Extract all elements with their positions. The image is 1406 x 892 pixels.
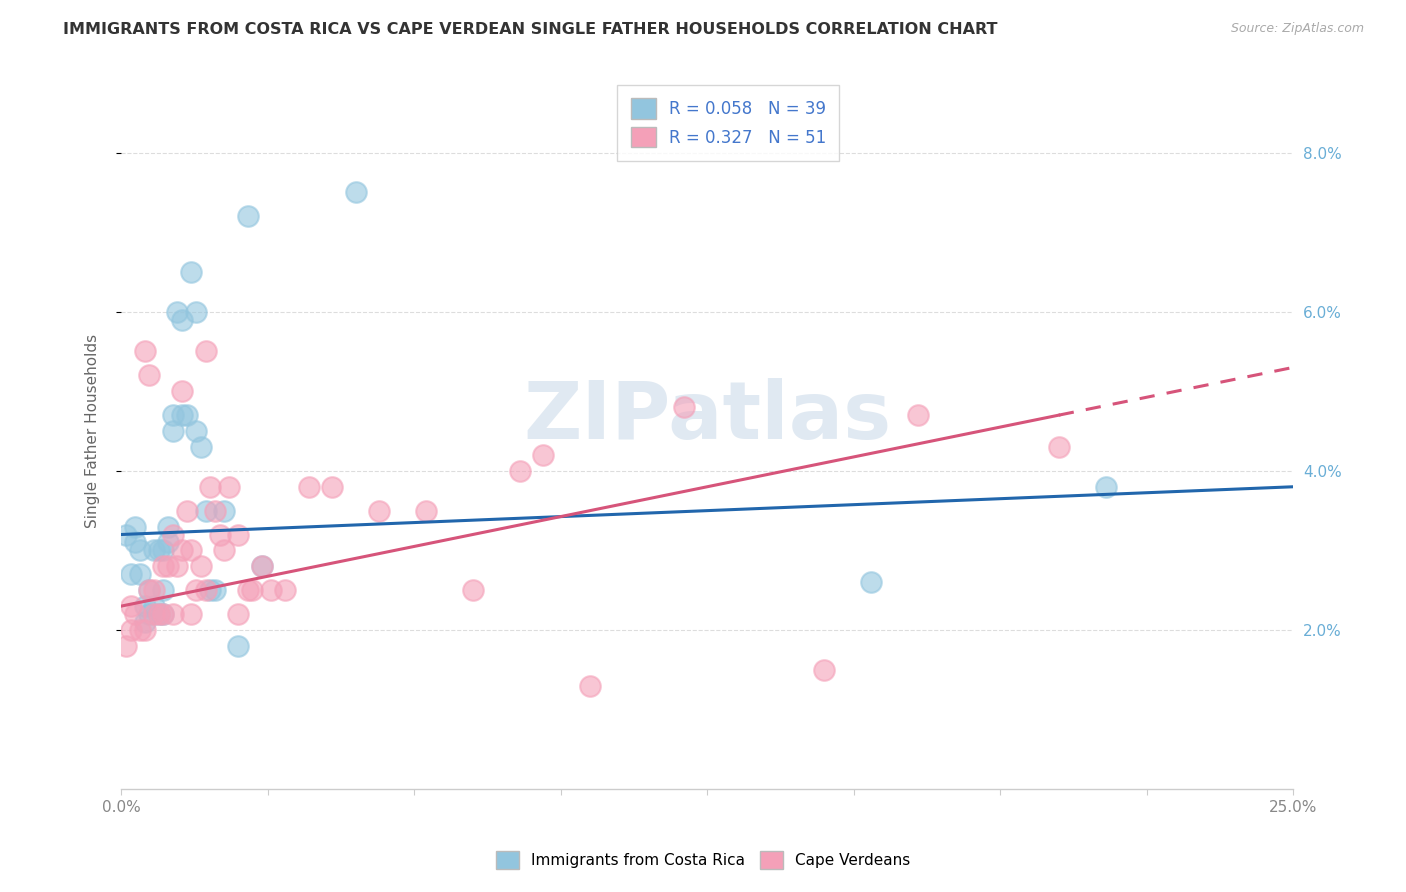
Point	[236, 209, 259, 223]
Point	[128, 543, 150, 558]
Point	[236, 583, 259, 598]
Text: ZIPatlas: ZIPatlas	[523, 377, 891, 456]
Point	[242, 583, 264, 598]
Point	[200, 480, 222, 494]
Point	[321, 480, 343, 494]
Point	[415, 503, 437, 517]
Point	[162, 424, 184, 438]
Point	[152, 583, 174, 598]
Point	[200, 583, 222, 598]
Point	[134, 615, 156, 629]
Point	[172, 408, 194, 422]
Point	[152, 559, 174, 574]
Point	[120, 623, 142, 637]
Point	[579, 679, 602, 693]
Point	[180, 607, 202, 621]
Point	[172, 384, 194, 399]
Point	[142, 599, 165, 614]
Point	[120, 567, 142, 582]
Point	[672, 400, 695, 414]
Point	[186, 583, 208, 598]
Point	[156, 559, 179, 574]
Point	[204, 583, 226, 598]
Point	[461, 583, 484, 598]
Point	[344, 186, 367, 200]
Point	[214, 543, 236, 558]
Point	[124, 607, 146, 621]
Point	[162, 408, 184, 422]
Legend: R = 0.058   N = 39, R = 0.327   N = 51: R = 0.058 N = 39, R = 0.327 N = 51	[617, 85, 839, 161]
Point	[250, 559, 273, 574]
Point	[166, 559, 188, 574]
Point	[138, 607, 160, 621]
Point	[228, 527, 250, 541]
Point	[194, 503, 217, 517]
Point	[148, 607, 170, 621]
Text: Source: ZipAtlas.com: Source: ZipAtlas.com	[1230, 22, 1364, 36]
Legend: Immigrants from Costa Rica, Cape Verdeans: Immigrants from Costa Rica, Cape Verdean…	[489, 845, 917, 875]
Point	[138, 583, 160, 598]
Point	[142, 583, 165, 598]
Point	[180, 543, 202, 558]
Point	[228, 639, 250, 653]
Point	[204, 503, 226, 517]
Point	[152, 607, 174, 621]
Point	[114, 639, 136, 653]
Point	[134, 623, 156, 637]
Point	[114, 527, 136, 541]
Point	[180, 265, 202, 279]
Point	[531, 448, 554, 462]
Point	[186, 304, 208, 318]
Point	[166, 304, 188, 318]
Point	[162, 607, 184, 621]
Point	[813, 663, 835, 677]
Point	[260, 583, 283, 598]
Point	[152, 543, 174, 558]
Point	[186, 424, 208, 438]
Point	[228, 607, 250, 621]
Point	[218, 480, 240, 494]
Point	[190, 559, 212, 574]
Point	[128, 623, 150, 637]
Point	[1047, 440, 1070, 454]
Point	[190, 440, 212, 454]
Point	[120, 599, 142, 614]
Point	[194, 583, 217, 598]
Y-axis label: Single Father Households: Single Father Households	[86, 334, 100, 528]
Point	[138, 583, 160, 598]
Point	[156, 535, 179, 549]
Point	[142, 543, 165, 558]
Point	[124, 535, 146, 549]
Point	[156, 519, 179, 533]
Point	[148, 607, 170, 621]
Point	[194, 344, 217, 359]
Point	[138, 368, 160, 383]
Point	[368, 503, 391, 517]
Point	[860, 575, 883, 590]
Point	[250, 559, 273, 574]
Point	[128, 567, 150, 582]
Point	[152, 607, 174, 621]
Point	[176, 408, 198, 422]
Point	[274, 583, 297, 598]
Point	[176, 503, 198, 517]
Text: IMMIGRANTS FROM COSTA RICA VS CAPE VERDEAN SINGLE FATHER HOUSEHOLDS CORRELATION : IMMIGRANTS FROM COSTA RICA VS CAPE VERDE…	[63, 22, 998, 37]
Point	[124, 519, 146, 533]
Point	[162, 527, 184, 541]
Point	[1094, 480, 1116, 494]
Point	[134, 344, 156, 359]
Point	[172, 543, 194, 558]
Point	[509, 464, 531, 478]
Point	[148, 543, 170, 558]
Point	[134, 599, 156, 614]
Point	[142, 607, 165, 621]
Point	[172, 312, 194, 326]
Point	[907, 408, 929, 422]
Point	[214, 503, 236, 517]
Point	[208, 527, 231, 541]
Point	[298, 480, 321, 494]
